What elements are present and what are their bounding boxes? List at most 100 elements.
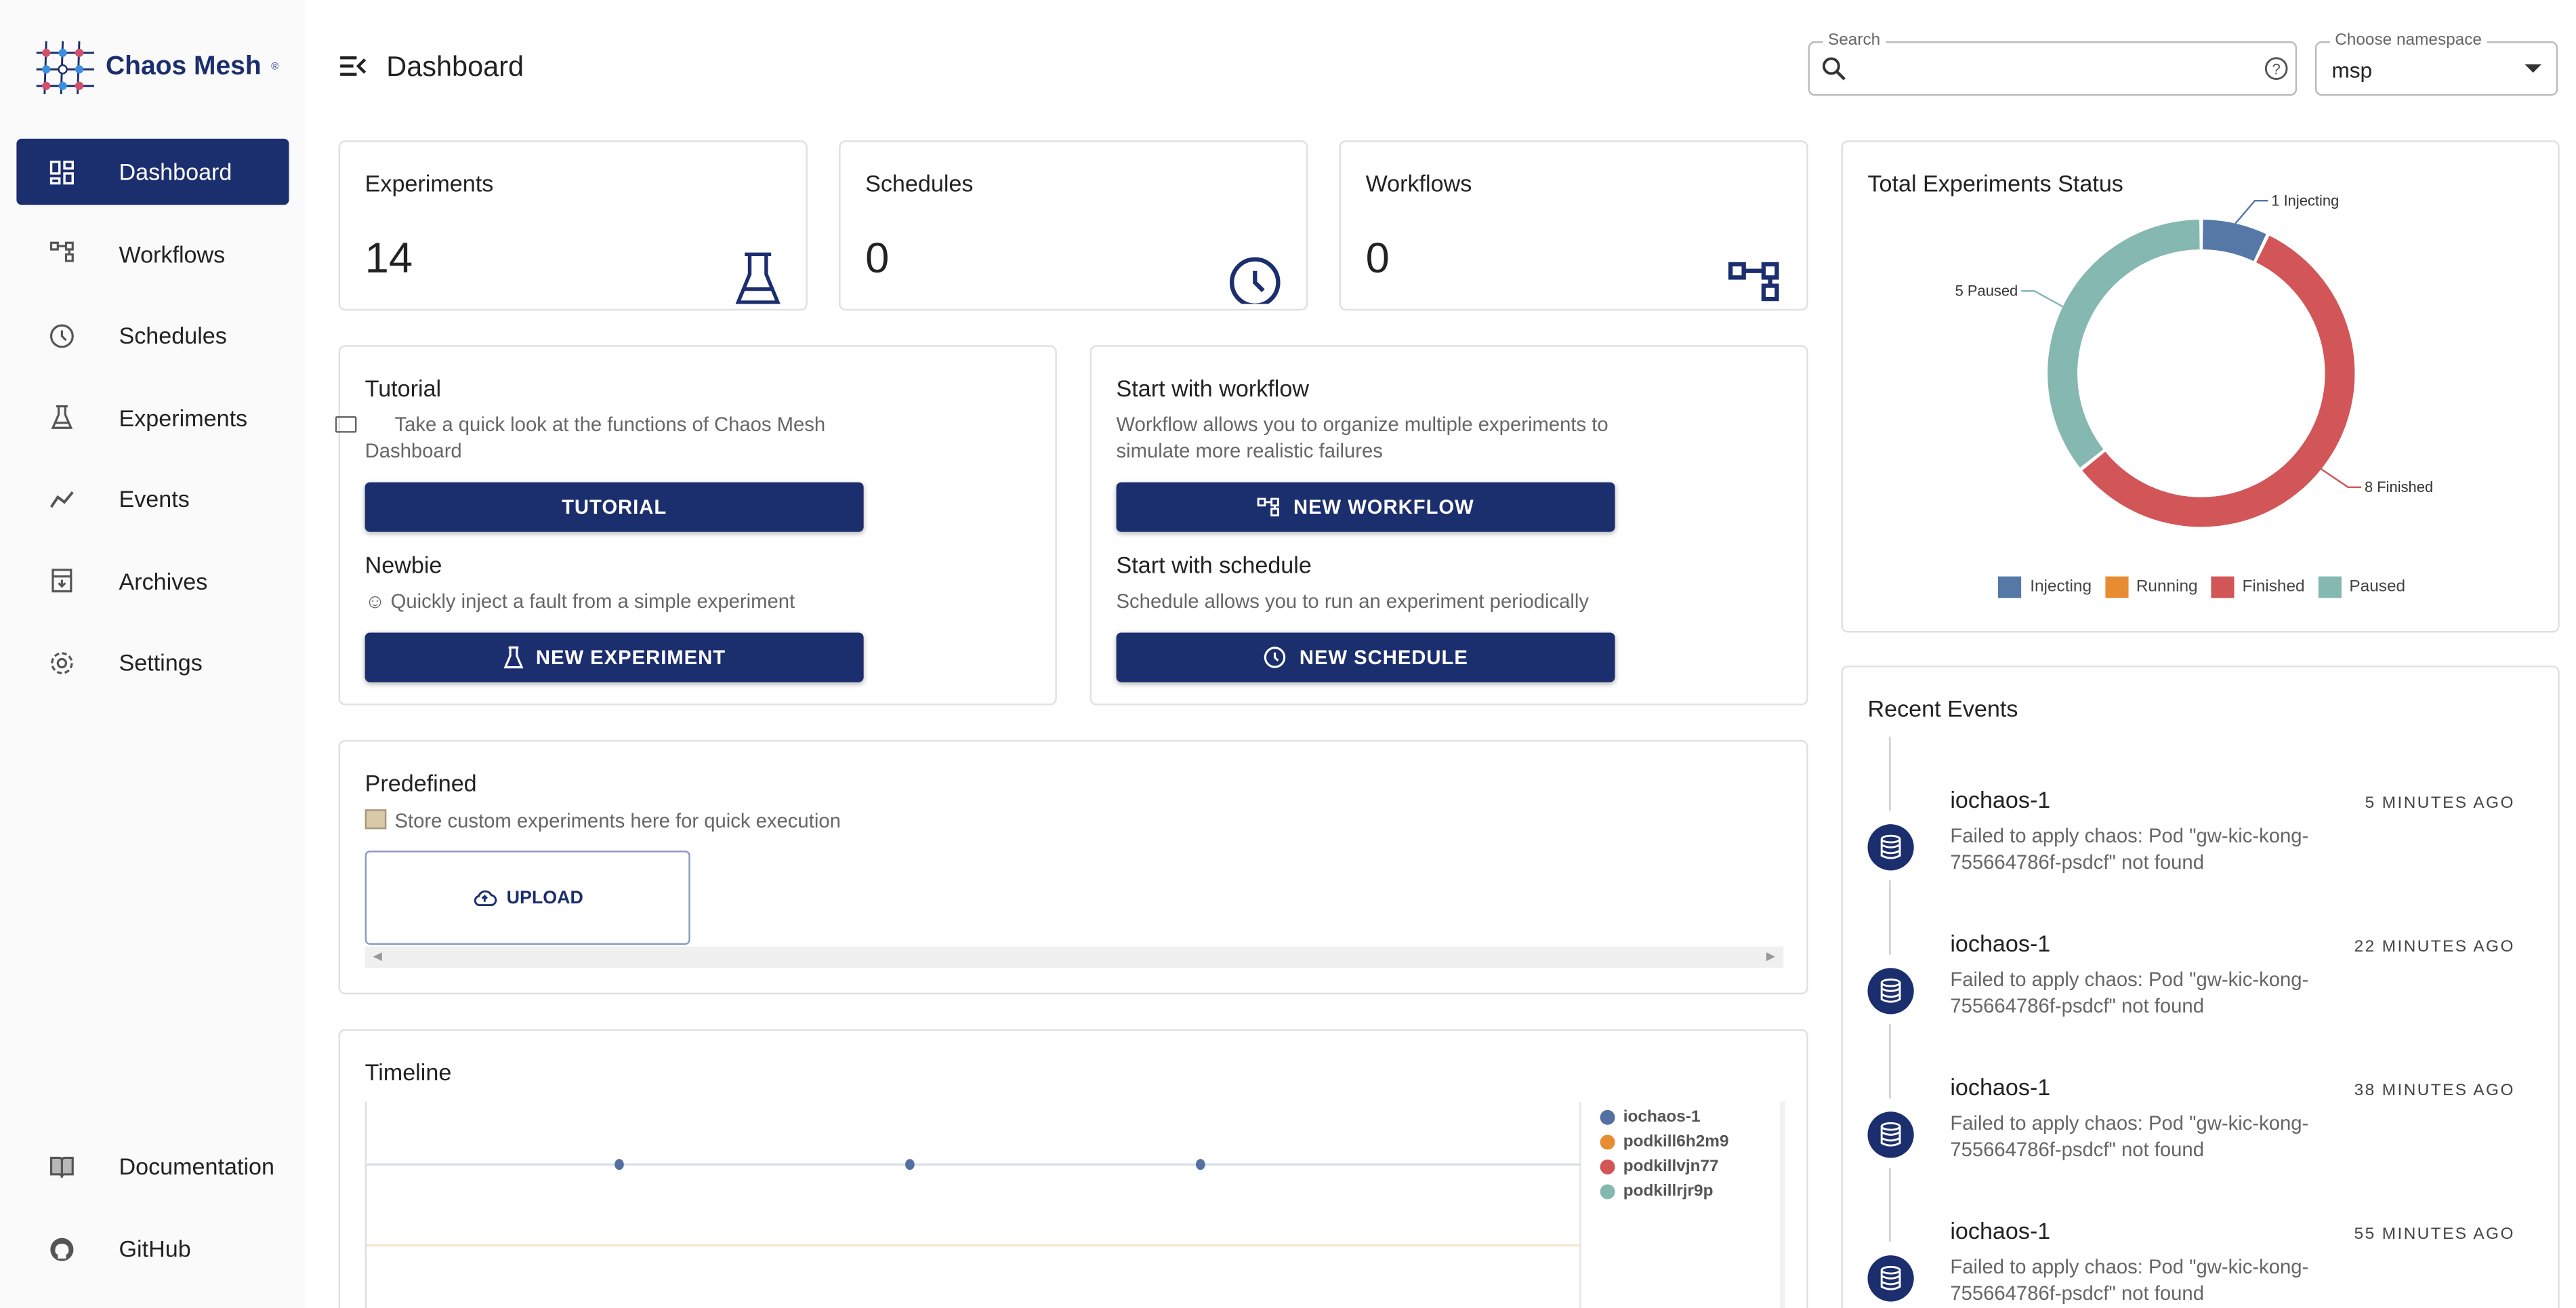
sidebar-item-dashboard[interactable]: Dashboard <box>16 138 289 205</box>
chevron-down-icon <box>2525 64 2541 73</box>
timeline-legend-item[interactable]: podkill6h2m9 <box>1600 1130 1729 1155</box>
clock-icon <box>1264 647 1286 668</box>
sidebar-item-github[interactable]: GitHub <box>16 1216 289 1282</box>
schedule-desc: Schedule allows you to run an experiment… <box>1116 590 1590 613</box>
donut-label-line <box>2021 290 2064 308</box>
workflow-icon <box>1728 262 1779 302</box>
legend-item-running[interactable]: Running <box>2104 576 2198 598</box>
donut-label-line <box>2321 468 2362 489</box>
sidebar-item-label: Documentation <box>119 1153 274 1180</box>
legend-dot-icon <box>1600 1109 1615 1125</box>
newbie-title: Newbie <box>365 552 442 579</box>
sidebar-item-label: GitHub <box>119 1235 191 1263</box>
horizontal-scrollbar[interactable]: ◀ ▶ <box>365 946 1784 968</box>
event-item[interactable]: iochaos-1 55 MINUTES AGO Failed to apply… <box>1843 1099 2561 1305</box>
timeline-chart <box>365 1101 1785 1308</box>
namespace-label: Choose namespace <box>2329 31 2487 50</box>
donut-label: 5 Paused <box>1955 283 2018 300</box>
sidebar-item-settings[interactable]: Settings <box>16 630 289 695</box>
legend-dot-icon <box>1600 1135 1615 1150</box>
recent-events-card: Recent Events iochaos-1 5 MINUTES AGO Fa… <box>1841 666 2561 1308</box>
sidebar-item-documentation[interactable]: Documentation <box>16 1133 289 1199</box>
workflow-card: Start with workflow Workflow allows you … <box>1089 345 1808 706</box>
event-message: Failed to apply chaos: Pod "gw-kic-kong-… <box>1950 824 2309 874</box>
legend-scrollbar[interactable] <box>1780 1101 1785 1308</box>
legend-swatch <box>2211 576 2235 598</box>
schedule-title: Start with schedule <box>1116 552 1312 579</box>
flask-icon <box>735 252 781 304</box>
event-name: iochaos-1 <box>1950 1074 2051 1101</box>
sidebar-item-archives[interactable]: Archives <box>16 548 289 613</box>
namespace-select[interactable]: Choose namespace msp <box>2314 31 2558 96</box>
stat-card-experiments[interactable]: Experiments 14 <box>338 140 808 311</box>
donut-slice-injecting[interactable] <box>2202 220 2266 262</box>
new-workflow-button[interactable]: NEW WORKFLOW <box>1116 482 1615 532</box>
stat-label: Schedules <box>865 170 974 197</box>
workflow-icon <box>1258 497 1280 516</box>
search-input[interactable]: Search ? <box>1808 31 2298 96</box>
new-experiment-button[interactable]: NEW EXPERIMENT <box>365 632 864 682</box>
help-icon[interactable]: ? <box>2264 56 2289 81</box>
timeline-event-dot[interactable] <box>905 1159 915 1170</box>
sidebar-item-experiments[interactable]: Experiments <box>16 384 289 450</box>
donut-label-line <box>2235 199 2268 224</box>
database-icon <box>1867 1255 1914 1302</box>
timeline-legend-item[interactable]: podkillvjn77 <box>1600 1155 1729 1180</box>
legend-item-paused[interactable]: Paused <box>2318 576 2405 598</box>
workflow-desc: Workflow allows you to organize multiple… <box>1116 413 1608 463</box>
legend-item-injecting[interactable]: Injecting <box>1998 576 2092 598</box>
sidebar-item-workflows[interactable]: Workflows <box>16 220 289 286</box>
event-item[interactable]: iochaos-1 22 MINUTES AGO Failed to apply… <box>1843 811 2561 1017</box>
sidebar-item-label: Events <box>119 485 190 512</box>
sidebar-item-schedules[interactable]: Schedules <box>16 302 289 368</box>
menu-collapse-icon[interactable] <box>340 54 367 85</box>
github-icon <box>23 1236 99 1261</box>
stat-value: 0 <box>1365 232 1390 283</box>
events-title: Recent Events <box>1867 695 2018 722</box>
tutorial-title: Tutorial <box>365 375 442 402</box>
new-schedule-button[interactable]: NEW SCHEDULE <box>1116 632 1615 682</box>
clock-icon <box>1229 257 1281 308</box>
event-message: Failed to apply chaos: Pod "gw-kic-kong-… <box>1950 1255 2309 1305</box>
donut-slice-paused[interactable] <box>2048 220 2200 468</box>
workflow-icon <box>23 241 99 266</box>
status-card: Total Experiments Status 1 Injecting 8 Fi… <box>1841 140 2560 633</box>
event-name: iochaos-1 <box>1950 1217 2051 1244</box>
donut-slice-finished[interactable] <box>2082 235 2355 527</box>
timeline-event-dot[interactable] <box>615 1159 624 1170</box>
predefined-card: Predefined Store custom experiments here… <box>338 739 1808 995</box>
status-title: Total Experiments Status <box>1867 170 2123 197</box>
sidebar-item-label: Settings <box>119 649 203 676</box>
logo[interactable]: Chaos Mesh ® <box>36 39 278 96</box>
predefined-desc: Store custom experiments here for quick … <box>365 808 841 834</box>
event-item[interactable]: iochaos-1 5 MINUTES AGO Failed to apply … <box>1843 668 2561 874</box>
laptop-icon <box>335 416 357 433</box>
event-time: 38 MINUTES AGO <box>2354 1082 2515 1101</box>
legend-dot-icon <box>1600 1184 1615 1200</box>
timeline-legend-item[interactable]: iochaos-1 <box>1600 1105 1729 1130</box>
upload-button[interactable]: UPLOAD <box>365 851 690 945</box>
legend-item-finished[interactable]: Finished <box>2211 576 2305 598</box>
flask-icon <box>23 405 99 430</box>
timeline-card: Timeline iochaos-1 podkill6h2m9 podkillvjn… <box>338 1029 1808 1308</box>
donut-label: 1 Injecting <box>2271 192 2339 209</box>
baby-icon: ☺ <box>365 590 391 613</box>
timeline-legend-item[interactable]: podkillrjr9p <box>1600 1179 1729 1204</box>
event-item[interactable]: iochaos-1 38 MINUTES AGO Failed to apply… <box>1843 955 2561 1161</box>
tutorial-button[interactable]: TUTORIAL <box>365 482 864 532</box>
svg-text:?: ? <box>2272 61 2281 78</box>
gear-icon <box>23 650 99 675</box>
sidebar: Chaos Mesh ® Dashboard Workflows Schedule… <box>0 0 306 1308</box>
predefined-title: Predefined <box>365 769 477 796</box>
stat-card-workflows[interactable]: Workflows 0 <box>1339 140 1808 311</box>
timeline-event-dot[interactable] <box>1196 1159 1205 1170</box>
stat-label: Workflows <box>1365 170 1472 197</box>
database-icon <box>1867 824 1914 871</box>
sidebar-item-events[interactable]: Events <box>16 466 289 531</box>
event-time: 5 MINUTES AGO <box>2365 794 2515 813</box>
stat-value: 0 <box>865 232 890 283</box>
tutorial-desc: Take a quick look at the functions of Ch… <box>335 411 860 464</box>
app-name: Chaos Mesh <box>105 52 262 81</box>
stat-card-schedules[interactable]: Schedules 0 <box>839 140 1308 311</box>
legend-swatch <box>2318 576 2342 598</box>
